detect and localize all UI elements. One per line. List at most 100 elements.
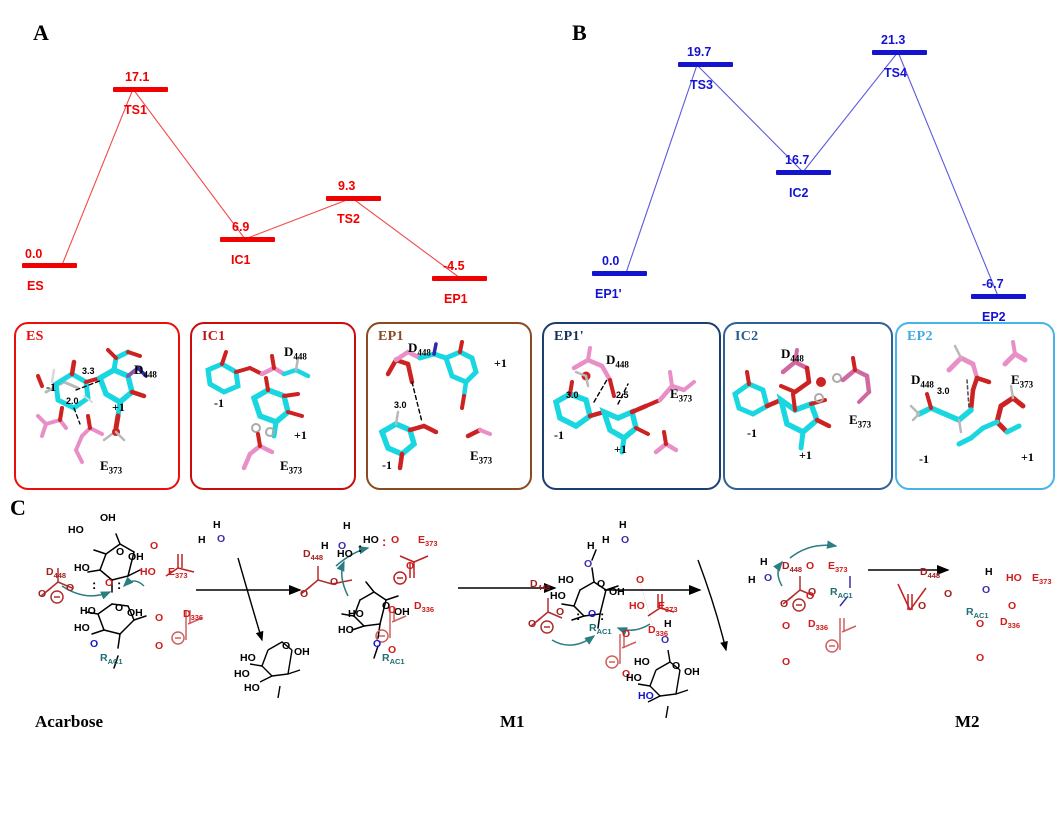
subsite-label-ep1-minus1: -1 — [382, 458, 392, 472]
energy-label-ts4: TS4 — [884, 66, 907, 80]
residue-label-ep1-e373: E373 — [470, 448, 493, 466]
distance-label-es-2: 2.0 — [66, 396, 79, 406]
m1-ring-o: O — [597, 578, 606, 590]
acarbose-ho-3: HO — [80, 605, 96, 617]
acarbose-ho-1: HO — [68, 524, 84, 536]
m2-e373-ho: HO — [1006, 572, 1022, 584]
curly-arrow-water-attack-2 — [336, 560, 349, 597]
released-sugar-2 — [637, 649, 689, 719]
energy-level-ep2 — [971, 294, 1026, 299]
structure-box-ep1prime: EP1' 3.0 2.5 -1 +1 D — [542, 322, 721, 490]
m1-e373-label: E373 — [658, 600, 678, 615]
step2-d448-o2: O — [300, 588, 309, 600]
energy-diagram-panel-a: 0.0 ES 17.1 TS1 6.9 IC1 9.3 TS2 -4.5 EP1 — [0, 0, 530, 320]
energy-diagram-panel-b: 0.0 EP1' 19.7 TS3 16.7 IC2 21.3 TS4 -6.7… — [530, 0, 1061, 324]
curly-arrow-d448-attack — [61, 585, 112, 600]
step5-water-o: O — [764, 572, 773, 584]
species-label-acarbose: Acarbose — [35, 712, 103, 731]
energy-value-ts1: 17.1 — [125, 70, 150, 84]
energy-label-ep1: EP1 — [444, 292, 468, 306]
step4-water-h2: H — [602, 534, 610, 546]
energy-level-ep1 — [432, 276, 487, 281]
m2-e373-o: O — [1008, 600, 1017, 612]
panel-letter-b: B — [572, 20, 587, 45]
d448-o-1: O — [66, 582, 75, 594]
d336-o-1: O — [155, 612, 164, 624]
m1-d448-o2: O — [528, 618, 537, 630]
acarbose-oh-2: OH — [128, 551, 144, 563]
structure-box-ic1: IC1 -1 +1 D448 E373 — [190, 322, 356, 490]
e373-carboxyl-1 — [165, 554, 195, 577]
water-h2-1: H — [198, 534, 206, 546]
structure-box-ep2: EP2 3.0 -1 +1 D448 E — [895, 322, 1055, 490]
d448-carboxylate-5 — [782, 576, 815, 612]
rac1-o-1: O — [90, 638, 99, 650]
step2-e373-lp: : — [382, 534, 387, 549]
energy-value-ep1prime: 0.0 — [602, 254, 620, 268]
d336-carboxylate-1 — [171, 610, 203, 645]
step5-d336-o1: O — [782, 620, 791, 632]
m2-d448-o1: O — [944, 588, 953, 600]
distance-label-ep1prime-2: 2.5 — [616, 390, 629, 400]
energy-label-ts1: TS1 — [124, 103, 147, 117]
curly-arrow-e373-proton — [122, 576, 145, 588]
m1-rac1-label: RAC1 — [589, 622, 612, 637]
energy-level-ic1 — [220, 237, 275, 242]
e373-ho-1: HO — [140, 566, 156, 578]
step2-oh-left: HO — [363, 534, 379, 546]
mechanism-scheme-svg — [40, 533, 927, 719]
energy-label-ep1prime: EP1' — [595, 287, 622, 301]
acarbose-oh-1: OH — [100, 512, 116, 524]
energy-level-ic2 — [776, 170, 831, 175]
energy-label-ic1: IC1 — [231, 253, 251, 267]
acarbose-oh-3: OH — [127, 607, 143, 619]
step2-ho: HO — [337, 548, 353, 560]
energy-label-ts2: TS2 — [337, 212, 360, 226]
step2-d448-label: D448 — [303, 548, 324, 563]
residue-label-ic1-e373: E373 — [280, 458, 303, 476]
sugar1-ho-1: HO — [240, 652, 256, 664]
energy-value-ts4: 21.3 — [881, 33, 906, 47]
structure-label-ep1: EP1 — [378, 329, 404, 344]
sugar2-ho-2: HO — [626, 672, 642, 684]
step2-e373-label: E373 — [418, 534, 438, 549]
subsite-label-ic2-minus1: -1 — [747, 426, 757, 440]
energy-label-ep2: EP2 — [982, 310, 1006, 324]
m1-rac1-o: O — [588, 608, 597, 620]
rac1-hydroxyl-bond — [839, 576, 851, 607]
step5-d448-o1: O — [808, 586, 817, 598]
m2-d336-o2: O — [976, 652, 985, 664]
energy-value-ic2: 16.7 — [785, 153, 810, 167]
structure-box-es: ES — [14, 322, 180, 490]
subsite-label-ep1prime-plus1: +1 — [614, 442, 627, 456]
structure-label-es: ES — [26, 329, 44, 344]
structure-render-ic2 — [732, 348, 872, 451]
structure-render-ep1 — [378, 340, 492, 471]
m2-rac1-label: RAC1 — [966, 606, 989, 621]
step5-water-h2: H — [748, 574, 756, 586]
step2-d448-o1: O — [330, 576, 339, 588]
m1-lp-left: : — [576, 608, 581, 623]
d448-o-2: O — [38, 588, 47, 600]
subsite-label-ep1prime-minus1: -1 — [554, 428, 564, 442]
sugar1-ho-2: HO — [234, 668, 250, 680]
residue-d336-label-1: D336 — [183, 608, 204, 623]
residue-label-ep1prime-e373: E373 — [670, 386, 693, 404]
water-h1-1: H — [213, 519, 221, 531]
step2-rac1-label: RAC1 — [382, 652, 405, 667]
acarbose-ho-2: HO — [74, 562, 90, 574]
e373-carbonyl-o-1: O — [150, 540, 159, 552]
m2-d448-o2: O — [918, 600, 927, 612]
m2-d336-label: D336 — [1000, 616, 1021, 631]
step2-ho3: HO — [338, 624, 354, 636]
step2-d336-label: D336 — [414, 600, 435, 615]
step5-d448-label: D448 — [782, 560, 803, 575]
sugar2-o: O — [661, 634, 670, 646]
step4-water-h1: H — [619, 519, 627, 531]
energy-value-ep1: -4.5 — [443, 259, 465, 273]
sugar1-ho-3: HO — [244, 682, 260, 694]
subsite-label-es-plus1: +1 — [112, 400, 125, 414]
step2-e373-o: O — [391, 534, 400, 546]
sugar1-oh-1: OH — [294, 646, 310, 658]
structure-box-ic2: IC2 -1 +1 D448 E373 — [723, 322, 893, 490]
